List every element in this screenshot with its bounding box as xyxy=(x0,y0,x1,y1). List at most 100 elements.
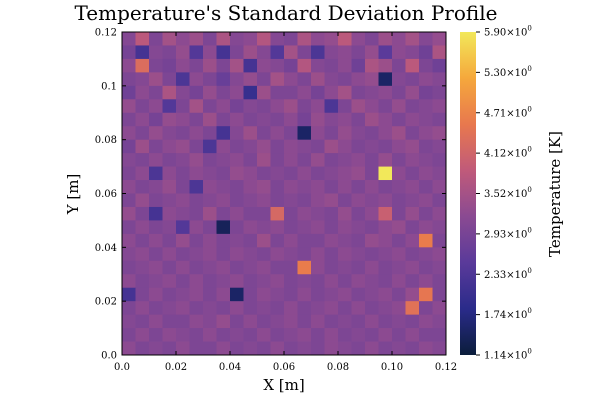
heatmap-cell xyxy=(122,58,136,73)
heatmap-cell xyxy=(243,153,258,167)
y-tick-label: 0.08 xyxy=(95,135,117,146)
heatmap-cell xyxy=(230,274,244,289)
heatmap-cell xyxy=(122,99,136,114)
heatmap-cell xyxy=(419,72,433,87)
heatmap-cell xyxy=(405,153,420,167)
heatmap-cell xyxy=(176,85,190,100)
heatmap-cell xyxy=(338,206,352,221)
heatmap-cell xyxy=(419,301,433,316)
heatmap-cell xyxy=(122,301,136,316)
heatmap-cell xyxy=(230,139,244,154)
heatmap-cell xyxy=(149,274,163,289)
heatmap-cell xyxy=(257,112,271,127)
colorbar-tick-label: 5.90×100 xyxy=(484,25,532,39)
heatmap-cell xyxy=(378,99,393,114)
x-tick-label: 0.08 xyxy=(327,362,349,373)
heatmap-cell xyxy=(284,85,298,100)
heatmap-cell xyxy=(149,287,163,302)
heatmap-cell xyxy=(365,287,379,302)
heatmap-cell xyxy=(162,32,177,46)
heatmap-cell xyxy=(351,45,366,60)
heatmap-cell xyxy=(419,314,433,329)
heatmap-cell xyxy=(135,32,150,46)
heatmap-cell xyxy=(149,45,163,60)
heatmap-cell xyxy=(149,58,163,73)
heatmap-cell xyxy=(405,32,420,46)
heatmap-cell xyxy=(216,287,231,302)
heatmap-cell xyxy=(135,341,150,356)
heatmap-cell xyxy=(432,193,447,208)
heatmap-cell xyxy=(257,314,271,329)
heatmap-cell xyxy=(311,99,325,114)
heatmap-cell xyxy=(351,180,366,194)
heatmap-cell xyxy=(392,206,406,221)
heatmap-cell xyxy=(297,58,312,73)
heatmap-cell xyxy=(189,58,204,73)
heatmap-cell xyxy=(405,341,420,356)
heatmap-cell xyxy=(216,58,231,73)
heatmap-cell xyxy=(189,301,204,316)
heatmap-cell xyxy=(149,341,163,356)
heatmap-cell xyxy=(162,180,177,194)
heatmap-cell xyxy=(297,301,312,316)
heatmap-cell xyxy=(243,139,258,154)
heatmap-cell xyxy=(270,274,285,289)
heatmap-cell xyxy=(338,58,352,73)
heatmap-cell xyxy=(378,72,393,87)
heatmap-cell xyxy=(311,233,325,248)
heatmap-cell xyxy=(351,126,366,141)
heatmap-cell xyxy=(230,328,244,342)
heatmap-cell xyxy=(149,260,163,275)
heatmap-cell xyxy=(176,72,190,87)
heatmap-cell xyxy=(257,72,271,87)
heatmap-cell xyxy=(216,301,231,316)
heatmap-cell xyxy=(270,233,285,248)
heatmap-cell xyxy=(351,58,366,73)
heatmap-cell xyxy=(432,126,447,141)
heatmap-cell xyxy=(297,274,312,289)
heatmap-cell xyxy=(216,112,231,127)
heatmap-cell xyxy=(162,274,177,289)
heatmap-cell xyxy=(243,45,258,60)
heatmap-cell xyxy=(135,193,150,208)
x-tick-label: 0.10 xyxy=(381,362,403,373)
heatmap-cell xyxy=(297,260,312,275)
heatmap-cell xyxy=(203,206,217,221)
heatmap-cell xyxy=(405,126,420,141)
heatmap-cell xyxy=(176,153,190,167)
heatmap-cell xyxy=(324,58,339,73)
heatmap-cell xyxy=(257,99,271,114)
heatmap-cell xyxy=(203,341,217,356)
heatmap-cell xyxy=(405,287,420,302)
heatmap-cell xyxy=(284,341,298,356)
heatmap-cell xyxy=(203,180,217,194)
x-tick-label: 0.0 xyxy=(114,362,130,373)
heatmap-cell xyxy=(392,220,406,235)
heatmap-cell xyxy=(230,153,244,167)
heatmap-cell xyxy=(176,193,190,208)
heatmap-cells xyxy=(122,32,447,356)
colorbar-tick-label: 2.33×100 xyxy=(484,267,532,281)
heatmap-cell xyxy=(122,193,136,208)
heatmap-cell xyxy=(405,328,420,342)
heatmap-cell xyxy=(189,45,204,60)
colorbar-tick-label: 3.52×100 xyxy=(484,186,532,200)
heatmap-cell xyxy=(311,112,325,127)
heatmap-cell xyxy=(351,287,366,302)
y-axis-ticks: 0.0 0.02 0.04 0.06 0.08 0.1 0.12 xyxy=(95,28,446,362)
heatmap-cell xyxy=(419,220,433,235)
heatmap-cell xyxy=(243,301,258,316)
heatmap-cell xyxy=(432,153,447,167)
heatmap-cell xyxy=(162,287,177,302)
heatmap-cell xyxy=(149,166,163,181)
colorbar-tick-label: 5.30×100 xyxy=(484,65,532,79)
heatmap-cell xyxy=(365,99,379,114)
heatmap-cell xyxy=(257,260,271,275)
heatmap-cell xyxy=(243,193,258,208)
heatmap-cell xyxy=(189,32,204,46)
heatmap-cell xyxy=(392,112,406,127)
heatmap-cell xyxy=(392,180,406,194)
heatmap-cell xyxy=(338,45,352,60)
heatmap-cell xyxy=(216,274,231,289)
heatmap-cell xyxy=(405,112,420,127)
